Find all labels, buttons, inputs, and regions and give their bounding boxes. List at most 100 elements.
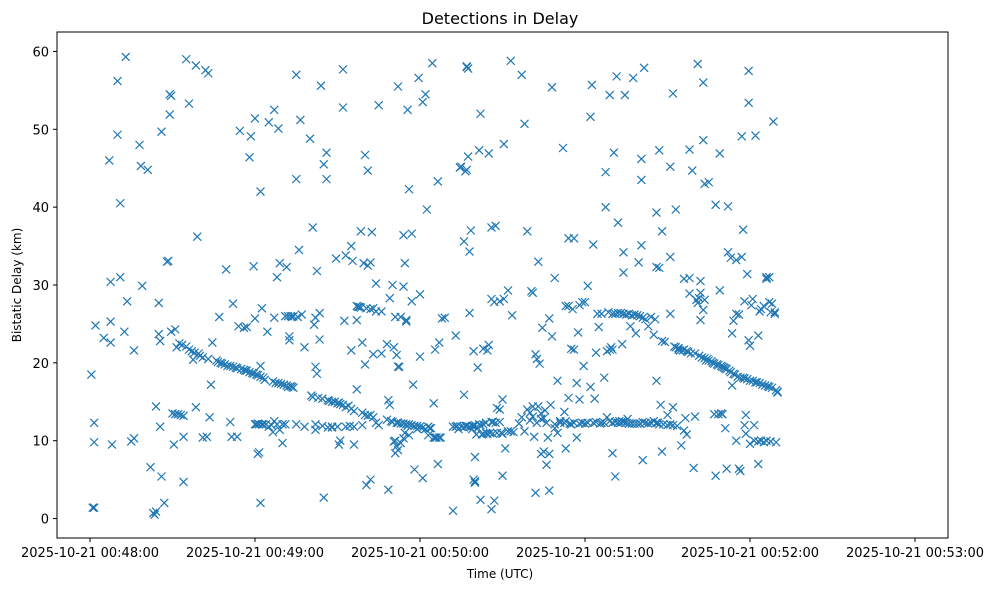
- data-point: [181, 54, 191, 64]
- data-point: [349, 406, 359, 416]
- data-point: [594, 322, 604, 332]
- data-point: [663, 410, 672, 420]
- data-point: [400, 258, 410, 268]
- x-axis: 2025-10-21 00:48:00 2025-10-21 00:49:00 20…: [21, 538, 984, 561]
- data-point: [157, 472, 166, 481]
- data-point: [652, 262, 661, 272]
- data-point: [740, 296, 749, 306]
- data-point: [412, 421, 422, 431]
- data-point: [499, 139, 509, 149]
- data-point: [533, 402, 543, 411]
- data-point: [143, 165, 153, 175]
- data-point: [768, 117, 778, 126]
- data-point: [674, 343, 683, 353]
- data-point: [579, 361, 589, 371]
- data-point: [202, 432, 212, 442]
- data-point: [404, 430, 414, 440]
- data-point: [535, 359, 545, 369]
- data-point: [572, 433, 582, 443]
- data-point: [696, 288, 705, 298]
- data-point: [404, 419, 414, 429]
- y-tick-label: 0: [41, 513, 49, 528]
- data-point: [528, 288, 538, 298]
- data-point: [617, 339, 627, 349]
- data-point: [234, 321, 243, 331]
- data-point: [539, 413, 549, 423]
- data-point: [507, 310, 517, 320]
- data-point: [104, 156, 114, 165]
- data-point: [393, 82, 403, 91]
- data-point: [580, 419, 590, 428]
- data-point: [711, 200, 721, 210]
- data-point: [256, 498, 265, 508]
- data-point: [573, 328, 583, 337]
- data-point: [408, 380, 418, 390]
- data-point: [711, 471, 721, 481]
- plot-area: [56, 31, 949, 539]
- data-point: [86, 370, 96, 379]
- data-point: [698, 135, 708, 145]
- data-point: [451, 331, 461, 341]
- data-point: [506, 426, 516, 436]
- x-tick-label: 2025-10-21 00:52:00: [681, 546, 819, 561]
- data-point: [191, 61, 201, 70]
- data-point: [407, 296, 417, 306]
- data-point: [254, 447, 264, 457]
- data-point: [764, 272, 774, 282]
- data-point: [425, 423, 435, 433]
- data-point: [546, 400, 556, 410]
- data-point: [657, 447, 667, 457]
- data-point: [619, 268, 628, 277]
- data-point: [773, 387, 782, 397]
- data-point: [115, 198, 125, 208]
- data-point: [308, 222, 318, 232]
- data-point: [740, 420, 749, 430]
- data-point: [740, 373, 749, 383]
- data-point: [423, 430, 433, 440]
- data-point: [693, 59, 703, 69]
- data-point: [429, 398, 439, 408]
- data-point: [682, 430, 692, 439]
- data-point: [727, 328, 737, 338]
- data-point: [221, 265, 231, 274]
- data-point: [433, 459, 443, 469]
- data-point: [331, 254, 341, 263]
- data-point: [151, 507, 161, 516]
- data-point: [129, 345, 139, 355]
- data-point: [636, 175, 646, 185]
- data-point: [346, 241, 356, 251]
- data-point: [656, 400, 666, 410]
- data-point: [410, 465, 419, 474]
- data-point: [635, 311, 645, 321]
- data-point: [748, 294, 758, 304]
- data-point: [665, 309, 675, 319]
- data-point: [690, 412, 700, 421]
- data-point: [715, 149, 725, 158]
- data-point: [366, 304, 375, 314]
- data-point: [499, 294, 509, 304]
- data-point: [319, 493, 329, 502]
- data-point: [476, 109, 485, 119]
- data-point: [601, 167, 611, 177]
- data-point: [357, 420, 367, 430]
- data-point: [250, 314, 260, 323]
- data-point: [498, 429, 507, 439]
- data-point: [741, 410, 751, 420]
- data-point: [638, 455, 648, 465]
- data-point: [462, 165, 472, 175]
- data-point: [275, 258, 285, 268]
- data-point: [89, 437, 99, 447]
- data-point: [269, 313, 279, 323]
- data-point: [476, 420, 485, 430]
- data-point: [465, 247, 474, 256]
- data-point: [654, 263, 664, 273]
- data-point: [99, 333, 109, 343]
- data-point: [569, 233, 579, 243]
- data-point: [698, 305, 708, 315]
- data-point: [366, 258, 375, 267]
- data-point: [566, 344, 576, 354]
- data-point: [257, 419, 267, 429]
- data-point: [187, 346, 197, 356]
- data-point: [312, 266, 322, 276]
